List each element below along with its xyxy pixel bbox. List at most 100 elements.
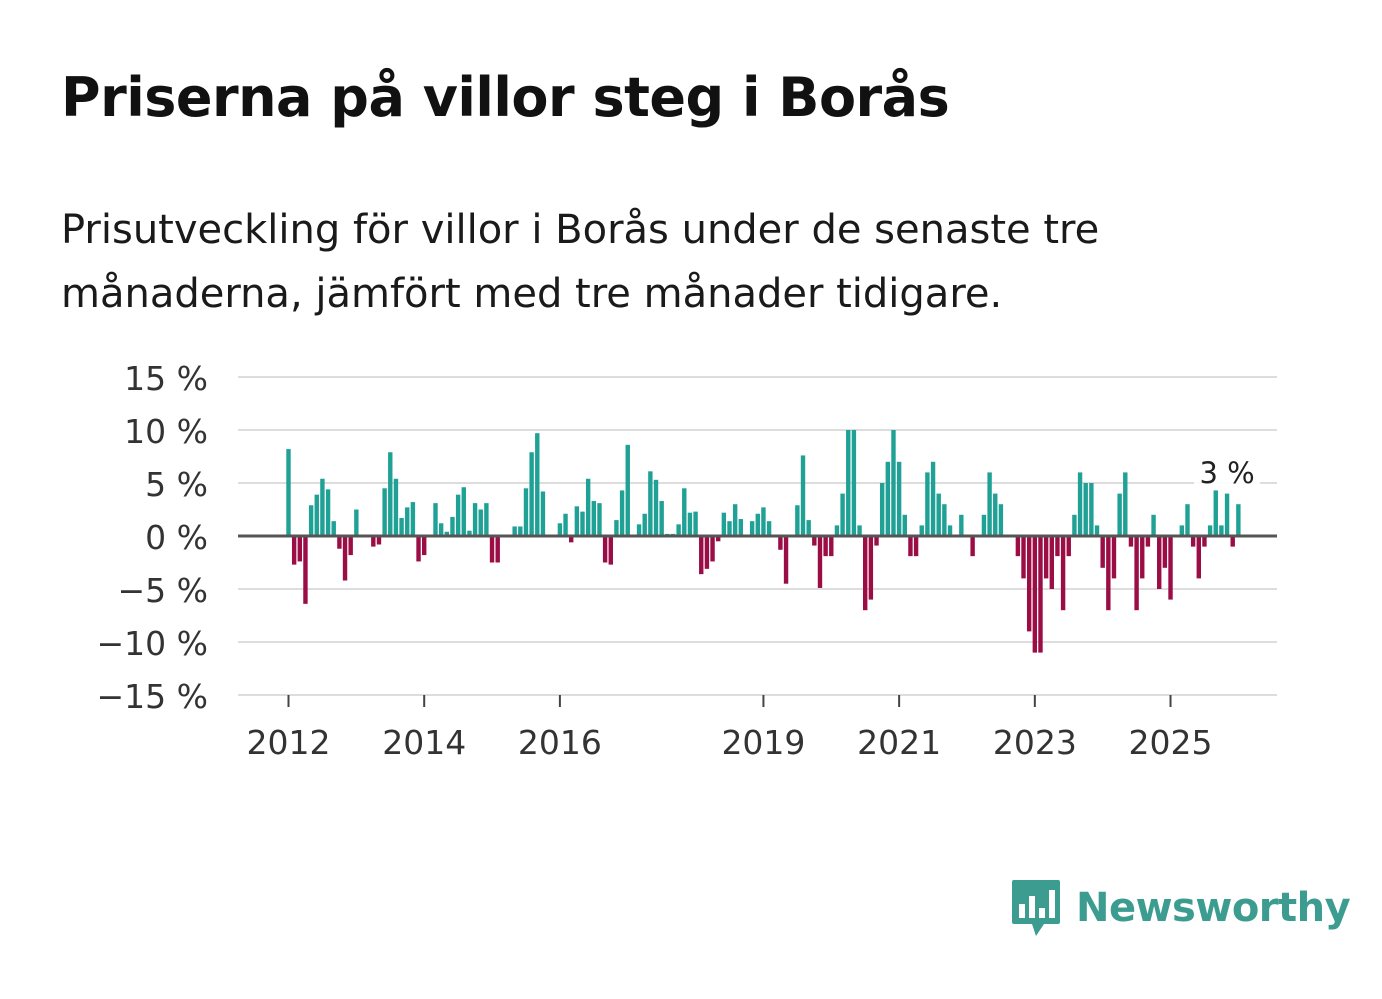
bar [913, 536, 919, 557]
bar [919, 525, 924, 536]
bar [291, 536, 297, 565]
bar [433, 503, 438, 536]
bar [1219, 525, 1224, 536]
bar [535, 433, 540, 536]
bar [597, 503, 602, 536]
bar [732, 504, 738, 536]
bar [846, 430, 851, 536]
bar [902, 514, 907, 536]
bar [438, 523, 444, 536]
x-tick-label: 2012 [247, 723, 331, 762]
bar [738, 519, 744, 536]
y-tick-label: −5 % [118, 571, 209, 610]
x-tick-label: 2016 [518, 723, 602, 762]
bar [636, 524, 642, 536]
bar [1111, 536, 1117, 579]
bar [574, 506, 580, 536]
newsworthy-logo-icon [1012, 880, 1060, 936]
x-tick-label: 2023 [993, 723, 1077, 762]
bar [806, 520, 811, 536]
bar [444, 531, 450, 536]
bar [286, 449, 291, 536]
bar [342, 536, 348, 581]
bar [602, 536, 608, 563]
bar [1157, 536, 1162, 589]
bar [727, 521, 732, 536]
bar [642, 513, 647, 536]
y-tick-label: 10 % [124, 412, 208, 451]
bar [874, 536, 879, 546]
bar [1026, 536, 1032, 632]
bar [467, 530, 472, 536]
bar [416, 536, 421, 562]
bar [1151, 514, 1156, 536]
bar [1077, 472, 1083, 536]
bar [947, 525, 953, 536]
bar [970, 536, 975, 557]
bar [687, 512, 693, 536]
bar [1100, 536, 1105, 568]
bar [320, 478, 325, 536]
bar [863, 536, 868, 611]
bar [388, 452, 393, 536]
bar [823, 536, 828, 557]
bar [800, 455, 806, 536]
bar [529, 452, 534, 536]
bar [557, 523, 563, 536]
bar [653, 479, 659, 536]
bar [885, 461, 891, 536]
x-tick-label: 2025 [1129, 723, 1213, 762]
bar [868, 536, 874, 600]
bar [410, 502, 416, 536]
y-tick-label: 15 % [124, 359, 208, 398]
bar [1015, 536, 1021, 557]
bar [585, 478, 591, 536]
bar [998, 504, 1004, 536]
bar [455, 494, 461, 536]
bar [682, 488, 687, 536]
bar [619, 490, 625, 536]
bar [625, 444, 630, 536]
y-axis-labels: 15 % 10 % 5 % 0 % −5 % −10 % −15 % [97, 359, 209, 716]
bar [371, 536, 376, 547]
bar [563, 513, 568, 536]
bar [993, 493, 998, 536]
bar [795, 505, 800, 536]
bar [348, 536, 353, 556]
newsworthy-logo: Newsworthy [1010, 878, 1351, 938]
bar [1072, 514, 1077, 536]
bar [1162, 536, 1168, 568]
bar [959, 514, 964, 536]
bar [303, 536, 308, 604]
bar [1185, 504, 1190, 536]
bar [908, 536, 913, 557]
bar [704, 536, 710, 569]
bar [659, 501, 664, 536]
bar [693, 511, 698, 536]
bar [1190, 536, 1196, 547]
x-tick-label: 2019 [721, 723, 805, 762]
bar [297, 536, 303, 562]
bar [450, 516, 455, 536]
bar [930, 461, 936, 536]
chart-title: Priserna på villor steg i Borås [61, 66, 950, 129]
bar [1066, 536, 1071, 557]
bar [614, 520, 619, 536]
bar [710, 536, 715, 562]
bar [1043, 536, 1049, 579]
bar [1230, 536, 1235, 547]
bar [721, 512, 727, 536]
bar [1021, 536, 1026, 579]
bar [778, 536, 783, 550]
bar [1179, 525, 1185, 536]
bar [354, 509, 359, 536]
x-axis: 2012 2014 2016 2019 2021 2023 2025 [247, 695, 1213, 762]
bar [1060, 536, 1066, 611]
bar [1123, 472, 1128, 536]
bar [1207, 525, 1213, 536]
bar [1140, 536, 1145, 579]
bar [857, 525, 862, 536]
bar [1083, 483, 1088, 536]
bar [749, 521, 755, 536]
